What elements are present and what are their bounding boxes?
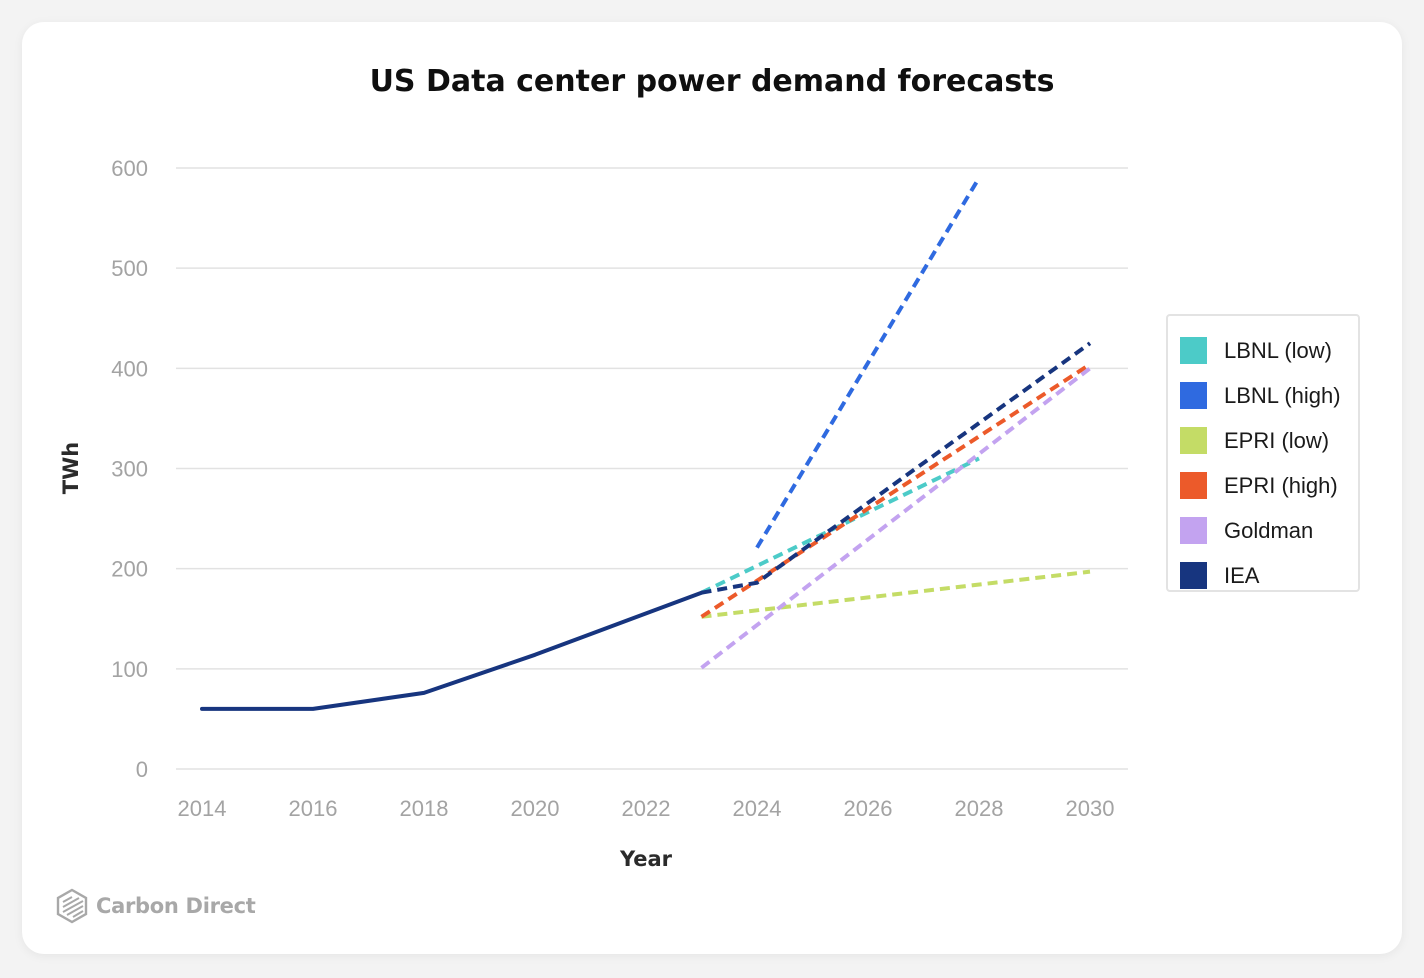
y-tick-label: 300	[111, 457, 148, 482]
legend-item: EPRI (low)	[1180, 418, 1358, 463]
grid-lines	[176, 167, 1128, 770]
series-line-lbnl-high	[755, 176, 981, 549]
x-axis-label: Year	[619, 847, 673, 871]
y-tick-label: 600	[111, 156, 148, 181]
legend-item: EPRI (high)	[1180, 463, 1358, 508]
legend-item: Goldman	[1180, 508, 1358, 553]
series-line-lbnl-low	[700, 456, 980, 595]
series-line-goldman	[700, 366, 1092, 670]
carbon-direct-logo-icon	[56, 888, 88, 924]
x-tick-label: 2024	[733, 796, 782, 821]
x-tick-label: 2028	[955, 796, 1004, 821]
brand-logo: Carbon Direct	[56, 888, 256, 924]
legend-label: EPRI (low)	[1224, 427, 1330, 453]
x-tick-label: 2022	[622, 796, 671, 821]
legend-swatch	[1180, 472, 1207, 499]
historical-line	[200, 590, 704, 711]
y-tick-label: 400	[111, 356, 148, 381]
x-tick-label: 2014	[178, 796, 227, 821]
chart-title: US Data center power demand forecasts	[369, 64, 1055, 99]
legend-label: LBNL (low)	[1224, 337, 1332, 363]
y-tick-label: 0	[136, 757, 148, 782]
x-tick-label: 2030	[1066, 796, 1115, 821]
legend-swatch	[1180, 337, 1207, 364]
legend-swatch	[1180, 427, 1207, 454]
x-tick-label: 2020	[511, 796, 560, 821]
x-tick-label: 2026	[844, 796, 893, 821]
y-axis-label: TWh	[59, 442, 83, 494]
legend-swatch	[1180, 382, 1207, 409]
legend-item: IEA	[1180, 553, 1358, 598]
legend-label: IEA	[1224, 562, 1260, 588]
x-tick-label: 2018	[400, 796, 449, 821]
legend-swatch	[1180, 562, 1207, 589]
legend-item: LBNL (low)	[1180, 328, 1358, 373]
y-tick-label: 100	[111, 657, 148, 682]
legend-swatch	[1180, 517, 1207, 544]
axis-ticks: 0 100 200 300 400 500 600 2014 2016 2018 2020 2022 2…	[111, 156, 1114, 821]
y-tick-label: 200	[111, 557, 148, 582]
x-tick-label: 2016	[289, 796, 338, 821]
legend-label: EPRI (high)	[1224, 472, 1338, 498]
chart-legend: LBNL (low) LBNL (high) EPRI (low) EPRI (hig…	[1166, 314, 1360, 592]
y-tick-label: 500	[111, 256, 148, 281]
series-lines	[200, 176, 1092, 711]
legend-label: Goldman	[1224, 517, 1314, 543]
legend-item: LBNL (high)	[1180, 373, 1358, 418]
series-line-epri-high	[700, 362, 1092, 619]
brand-name: Carbon Direct	[96, 894, 256, 918]
series-line-epri-low	[701, 569, 1091, 619]
series-line-iea	[701, 341, 1092, 595]
legend-label: LBNL (high)	[1224, 382, 1341, 408]
